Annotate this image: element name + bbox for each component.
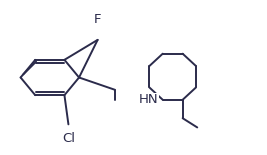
Text: Cl: Cl <box>62 132 75 145</box>
Text: F: F <box>94 13 101 26</box>
Text: HN: HN <box>138 93 158 106</box>
